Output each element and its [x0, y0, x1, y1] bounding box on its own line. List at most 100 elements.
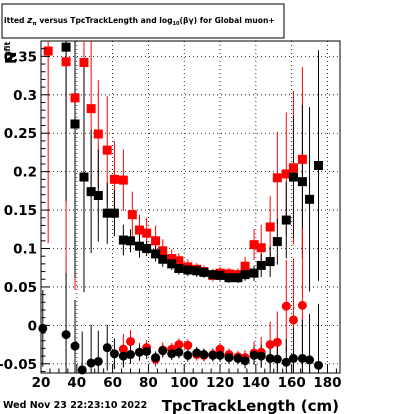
y-tick-label: 0.2	[13, 165, 37, 181]
data-point-square	[174, 263, 184, 273]
data-point-circle	[272, 337, 282, 347]
data-point-circle	[305, 355, 315, 365]
data-point-circle	[224, 353, 234, 363]
data-point-square	[109, 174, 119, 184]
data-point-circle	[183, 350, 193, 360]
data-point-square	[151, 236, 161, 246]
data-point-square	[109, 208, 119, 218]
x-axis-title: TpcTrackLength (cm)	[162, 397, 339, 414]
data-point-square	[126, 236, 136, 246]
data-point-square	[208, 270, 218, 280]
y-axis-title-sub: fit	[3, 42, 12, 52]
data-point-square	[272, 173, 282, 183]
y-axis-title-main: N	[2, 51, 20, 64]
data-point-square	[233, 273, 243, 283]
data-point-square	[288, 172, 298, 182]
title-part-pi: π	[32, 21, 37, 27]
data-point-circle	[199, 350, 209, 360]
footer-date: Wed Nov 23 22:23:10 2022	[3, 400, 147, 411]
x-tick-label: 80	[139, 375, 158, 391]
data-point-circle	[167, 349, 177, 359]
data-point-circle	[249, 350, 259, 360]
data-point-square	[167, 259, 177, 269]
data-point-circle	[174, 340, 184, 350]
data-point-square	[192, 266, 202, 276]
data-point-square	[79, 172, 89, 182]
data-point-circle	[126, 336, 136, 346]
data-point-circle	[174, 347, 184, 357]
y-tick-labels: -0.05 0 0.05 0.1 0.15 0.2 0.25 0.3 0.35	[0, 49, 37, 372]
y-tick-label: 0.35	[4, 49, 37, 65]
data-point-square	[118, 175, 128, 185]
data-point-square	[240, 261, 250, 271]
data-point-circle	[192, 348, 202, 358]
data-point-circle	[118, 351, 128, 361]
y-tick-label: 0	[28, 318, 37, 334]
data-point-circle	[70, 341, 80, 351]
title-box: itted zπ versus TpcTrackLength and log10…	[1, 3, 285, 39]
x-tick-label: 60	[103, 375, 122, 391]
data-point-circle	[109, 349, 119, 359]
data-point-square	[134, 241, 144, 251]
data-point-circle	[134, 347, 144, 357]
data-point-square	[151, 249, 161, 259]
data-point-square	[79, 58, 89, 68]
data-point-circle	[158, 346, 168, 356]
data-point-square	[281, 215, 291, 225]
x-tick-label: 20	[32, 375, 51, 391]
data-point-square	[183, 265, 193, 275]
data-point-square	[142, 244, 152, 253]
data-point-square	[158, 254, 168, 264]
data-point-circle	[86, 358, 96, 368]
title-part-sub10: 10	[173, 21, 180, 27]
data-point-circle	[256, 351, 266, 361]
data-point-circle	[281, 301, 291, 311]
y-axis-title: Nfit	[2, 42, 20, 64]
y-tick-label: 0.15	[4, 203, 37, 219]
data-point-square	[272, 237, 282, 247]
data-point-circle	[297, 300, 307, 310]
data-point-square	[265, 257, 275, 267]
data-point-square	[240, 270, 250, 280]
data-point-circle	[265, 353, 275, 363]
data-point-square	[61, 42, 71, 52]
data-point-circle	[272, 354, 282, 364]
data-point-square	[43, 46, 53, 56]
data-point-square	[297, 154, 307, 164]
data-point-circle	[126, 350, 136, 360]
data-point-square	[265, 222, 275, 232]
data-point-square	[256, 243, 266, 253]
title-part-b: versus TpcTrackLength and log	[37, 16, 173, 25]
data-point-square	[93, 129, 103, 139]
data-point-square	[167, 253, 177, 263]
data-point-circle	[240, 356, 250, 366]
y-tick-label: 0.3	[13, 88, 37, 104]
data-point-square	[249, 268, 259, 278]
x-tick-label: 180	[313, 375, 341, 391]
data-point-square	[215, 270, 225, 280]
y-tick-label: -0.05	[0, 357, 37, 373]
data-point-circle	[215, 350, 225, 360]
data-point-circle	[215, 344, 225, 354]
data-point-circle	[151, 353, 161, 363]
data-point-square	[256, 260, 266, 270]
data-point-square	[118, 235, 128, 245]
data-point-square	[224, 273, 234, 283]
data-point-circle	[208, 350, 218, 360]
data-point-square	[102, 145, 112, 155]
title-part-z: z	[26, 16, 33, 26]
data-point-square	[199, 267, 209, 277]
x-tick-labels: 20 40 60 80 100 120 140 160 180	[32, 375, 342, 391]
data-point-square	[61, 57, 71, 67]
data-point-square	[142, 228, 152, 238]
chart-title: itted zπ versus TpcTrackLength and log10…	[4, 16, 275, 27]
data-point-square	[297, 177, 307, 187]
data-point-square	[86, 104, 96, 114]
data-point-square	[288, 163, 298, 173]
data-point-square	[305, 194, 315, 204]
data-point-circle	[233, 353, 243, 363]
y-tick-label: 0.1	[13, 242, 37, 258]
data-point-circle	[183, 340, 193, 350]
x-tick-label: 160	[278, 375, 306, 391]
